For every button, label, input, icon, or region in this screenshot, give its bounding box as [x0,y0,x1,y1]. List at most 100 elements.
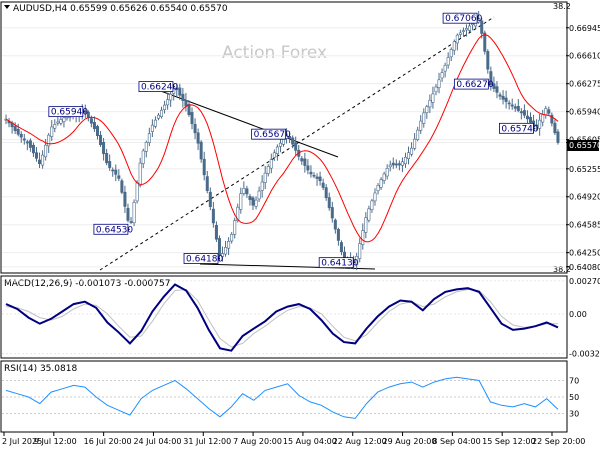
candle-body [214,224,218,240]
x-tick-label: 22 Sep 20:00 [532,437,585,446]
candle-body [89,118,93,124]
candle-body [461,30,465,32]
candle-body [245,188,249,195]
candle-body [507,102,511,105]
candle-body [288,136,292,139]
candle-body [446,57,450,66]
candle-body [501,95,505,100]
candle-body [413,138,417,149]
candle-body [306,165,310,171]
y-tick-label: 0.64250 [569,249,600,258]
annotation-label: 0.64180 [186,254,223,264]
candle-body [553,122,557,134]
candle-body [498,94,502,97]
candle-body [370,200,374,210]
candle-body [257,190,261,200]
candle-body [324,187,328,198]
candle-body [269,159,273,169]
annotation-box [138,81,174,93]
candle-body [38,159,42,165]
candle-body [315,176,319,179]
candle-body [251,197,255,206]
candle-body [169,93,173,101]
chart-title: AUDUSD,H4 0.65599 0.65626 0.65540 0.6557… [13,4,228,14]
candle-body [135,182,139,202]
candle-body [525,115,529,120]
candle-body [388,164,392,168]
annotation-box [499,122,534,134]
candle-body [221,253,225,257]
corner-label-bottom: 38.2 [553,265,571,274]
candle-body [437,79,441,88]
y-tick-label: 0.65940 [569,108,600,117]
chevron-down-icon [4,5,10,9]
candle-body [364,217,368,233]
candle-body [181,93,185,101]
candle-body [114,169,118,175]
moving-average-line [5,34,559,243]
candle-body [336,229,340,241]
annotation-box [453,78,489,90]
y-tick-label: 0.64080 [569,263,600,272]
candle-body [260,181,264,191]
candle-body [294,142,298,151]
candle-body [138,162,142,186]
candle-body [50,126,54,137]
candle-body [468,25,472,31]
candle-body [458,32,462,35]
annotation-box [48,106,84,118]
y-tick-label: 0.64920 [569,193,600,202]
annotation-box [251,128,287,140]
candle-body [275,146,279,154]
candle-body [99,134,103,146]
candle-body [233,220,237,235]
candle-body [187,104,191,116]
y-tick-label: 0.64585 [569,221,600,230]
candle-body [156,114,160,119]
candle-body [407,152,411,159]
price-annotations: 0.65940 0.66240 0.64530 0.64180 0.65670 0.641… [48,12,539,269]
candle-body [108,161,112,168]
candle-body [486,51,490,70]
candle-body [153,119,157,127]
annotation-label: 0.64130 [321,259,358,269]
candle-body [556,131,560,143]
rsi-tick-label: 70 [569,377,579,386]
candle-body [208,191,212,208]
candle-body [382,173,386,181]
candle-body [376,185,380,192]
candle-body [434,86,438,93]
candle-body [111,169,115,172]
rsi-panel [0,360,568,433]
candle-body [519,111,523,114]
macd-axis: 0.002702 0.00 -0.003241 [2,277,600,359]
candle-body [22,138,26,141]
candle-body [47,134,51,147]
last-price-box [567,140,599,151]
annotation-box [93,223,129,235]
candle-body [184,100,188,107]
candle-body [266,166,270,174]
candle-body [410,147,414,155]
candle-body [504,97,508,102]
candle-body [166,99,170,106]
candle-body [452,41,456,51]
candle-body [141,150,145,164]
candle-body [147,133,151,143]
rsi-title: RSI(14) 35.0818 [4,364,77,374]
candle-body [355,256,359,266]
x-tick-label: 2 Jul 2025 [2,437,42,446]
macd-panel [0,275,568,359]
rsi-tick-label: 50 [569,393,579,402]
last-price-label: 0.65570 [569,141,600,150]
annotation-label: 0.64530 [96,225,133,235]
annotation-label: 0.66240 [141,83,178,93]
macd-line [5,283,559,352]
rsi-line [5,376,559,419]
candle-body [224,247,228,255]
candle-body [132,202,136,224]
candle-body [105,153,109,164]
candle-body [129,221,133,223]
candle-body [361,230,365,245]
candle-body [516,105,520,111]
